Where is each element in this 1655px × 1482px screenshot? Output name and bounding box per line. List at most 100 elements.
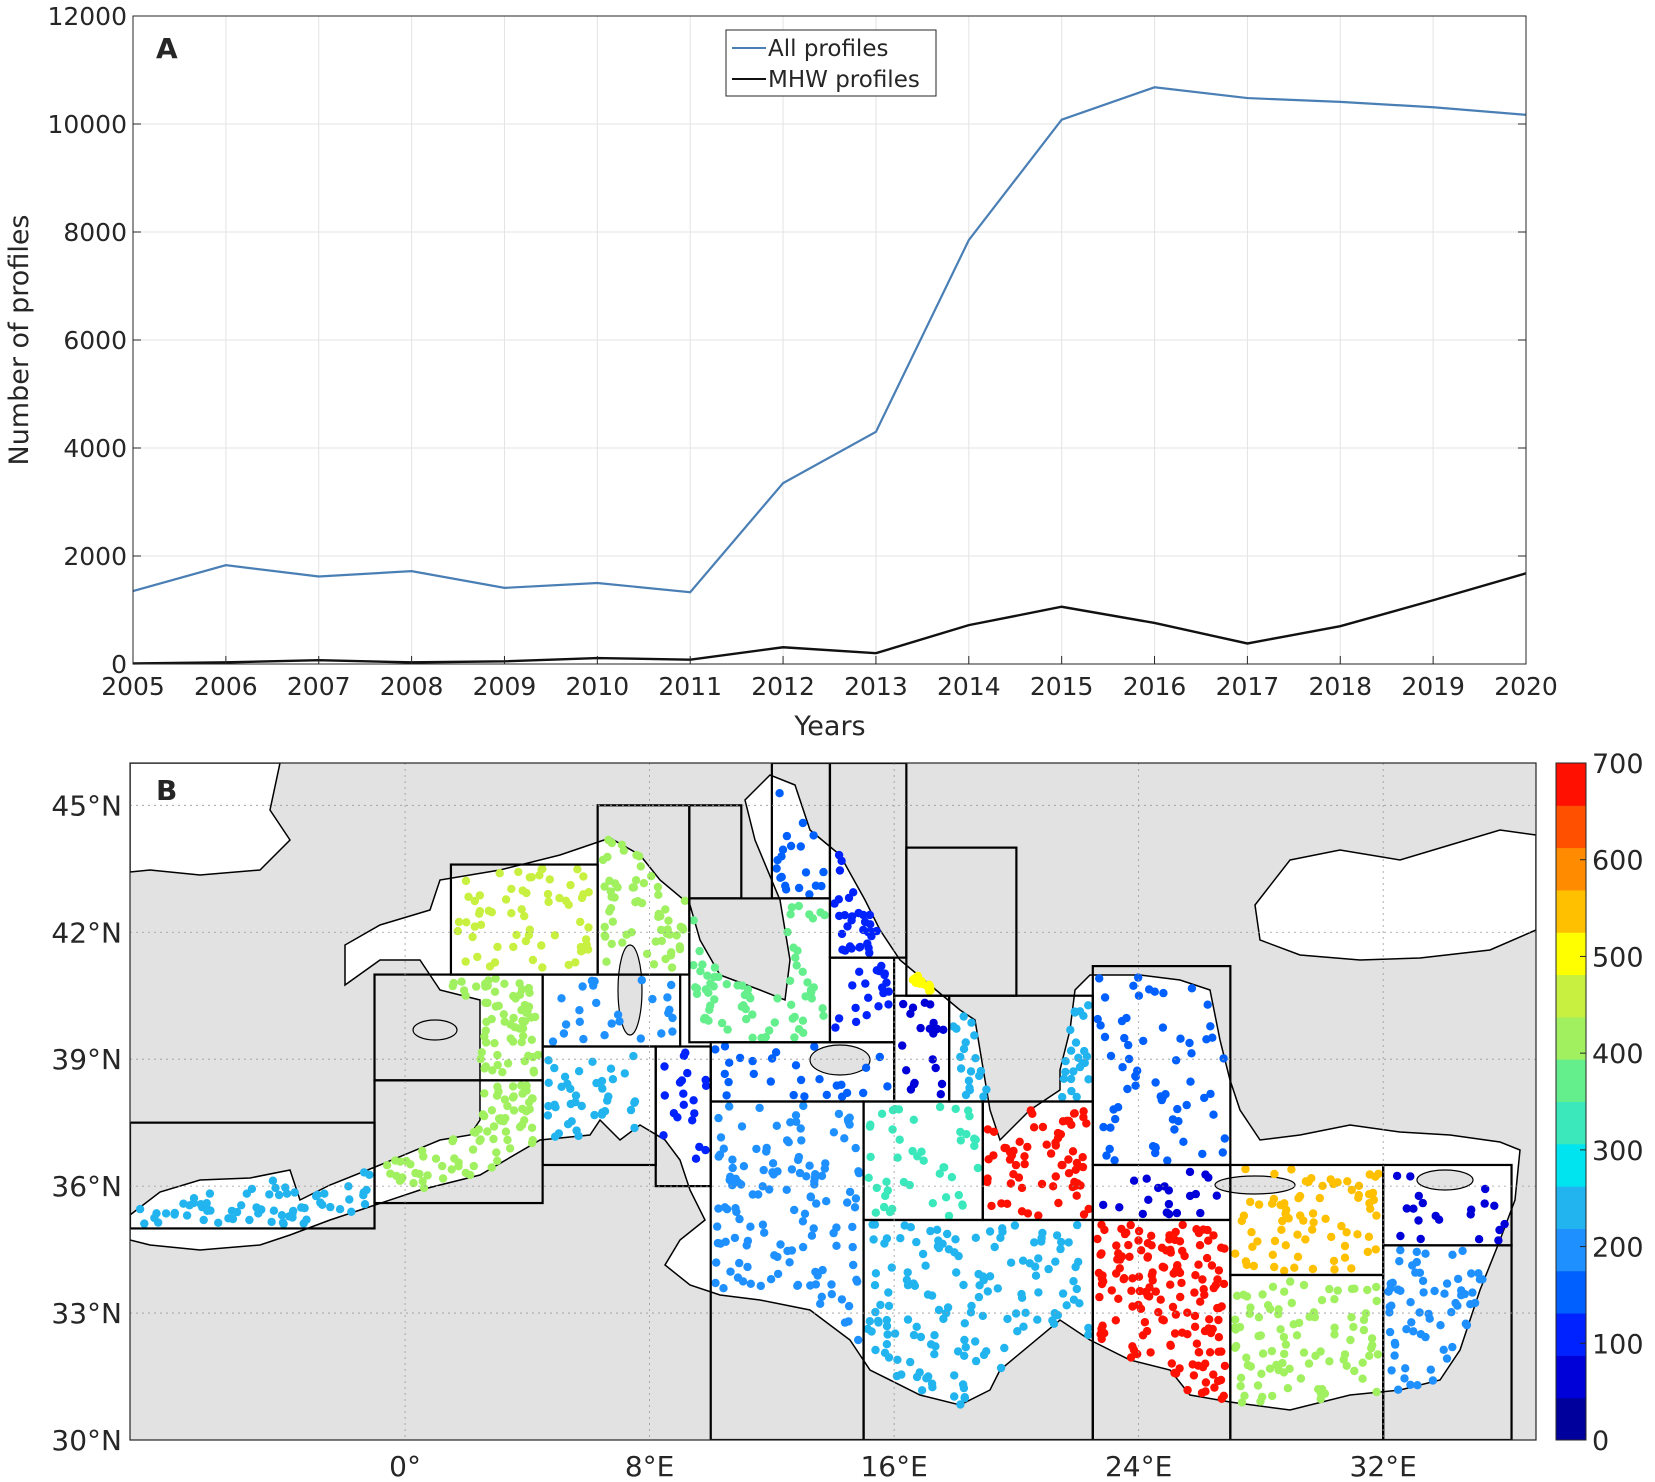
profile-dot [1283,1384,1293,1393]
profile-dot [875,1052,884,1062]
profile-dot [883,1082,892,1091]
profile-dot [809,1224,818,1233]
profile-dot [520,1057,529,1066]
profile-dot [630,1123,639,1133]
profile-dot [1017,1183,1027,1193]
profile-dot [501,1114,510,1123]
profile-dot [696,967,705,976]
profile-dot [960,1351,969,1361]
profile-dot [756,1281,765,1291]
profile-dot [508,1093,518,1102]
profile-dot [1097,1324,1106,1334]
profile-dot [588,1057,597,1067]
profile-dot [869,1235,878,1244]
profile-dot [939,1163,948,1172]
profile-dot [1214,1266,1224,1275]
profile-dot [1145,1283,1154,1292]
profile-dot [784,1138,793,1147]
profile-dot [1084,1001,1093,1010]
profile-dot [515,1024,524,1033]
profile-dot [566,1099,575,1109]
profile-dot [578,982,587,991]
x-tick-label: 2011 [658,672,722,701]
profile-dot [735,1258,744,1268]
x-tick-label: 2020 [1494,672,1558,701]
profile-dot [1240,1391,1249,1401]
profile-dot [538,963,547,972]
profile-dot [816,908,825,917]
profile-dot [1123,1084,1132,1094]
profile-dot [816,1299,825,1309]
profile-dot [1396,1246,1405,1255]
profile-dot [579,872,588,881]
profile-dot [893,1153,902,1162]
profile-dot [214,1218,223,1228]
profile-dot [903,1268,912,1277]
profile-dot [1194,1260,1203,1269]
profile-dot [958,1201,967,1210]
profile-dot [1171,1056,1181,1065]
profile-dot [993,1284,1002,1293]
profile-dot [1198,1149,1207,1159]
profile-dot [749,1069,758,1079]
profile-dot [1431,1211,1440,1221]
profile-dot [748,1033,757,1043]
profile-dot [854,908,863,918]
profile-dot [1394,1385,1403,1394]
profile-dot [1011,1160,1021,1170]
profile-dot [1436,1321,1445,1330]
profile-dot [1440,1289,1449,1298]
profile-dot [805,890,814,899]
colorbar-segment [1556,1186,1586,1229]
profile-dot [1170,1125,1179,1134]
profile-dot [1158,1262,1167,1272]
profile-dot [906,1009,915,1018]
profile-dot [326,1202,335,1212]
profile-dot [1340,1241,1350,1251]
profile-dot [362,1185,371,1195]
profile-dot [985,1227,995,1236]
profile-dot [1200,1093,1209,1103]
profile-dot [847,916,856,925]
profile-dot [870,1281,880,1290]
profile-dot [1200,1290,1209,1300]
profile-dot [884,1301,894,1311]
profile-dot [856,942,865,952]
map-lat-tick-label: 30°N [51,1424,122,1457]
profile-dot [1267,1346,1277,1356]
profile-dot [701,1145,710,1155]
profile-dot [861,1063,871,1073]
profile-dot [1166,1248,1176,1257]
profile-dot [827,1280,836,1289]
profile-dot [813,1271,822,1280]
profile-dot [1058,1092,1067,1102]
profile-dot [679,1089,688,1098]
profile-dot [882,1315,891,1325]
profile-dot [746,1279,755,1289]
profile-dot [1241,1164,1250,1174]
profile-dot [476,920,486,929]
colorbar-segment [1556,1059,1586,1102]
profile-dot [566,880,575,890]
profile-dot [1066,1025,1075,1035]
profile-dot [1080,1046,1089,1056]
profile-dot [885,1207,895,1217]
profile-dot [1268,1391,1277,1401]
profile-dot [1034,1254,1043,1263]
profile-dot [683,1068,692,1078]
profile-dot [812,1199,821,1208]
profile-dot [409,1178,418,1188]
profile-dot [1466,1300,1475,1309]
profile-dot [560,1072,570,1082]
profile-dot [494,1087,503,1096]
profile-dot [844,893,854,903]
profile-dot [960,1335,969,1345]
profile-dot [347,1207,356,1217]
profile-dot [1056,1244,1065,1254]
profile-dot [1442,1279,1452,1288]
x-tick-label: 2012 [751,672,815,701]
profile-dot [807,1231,817,1240]
profile-dot [786,841,796,851]
profile-dot [689,916,698,925]
profile-dot [1159,988,1168,998]
